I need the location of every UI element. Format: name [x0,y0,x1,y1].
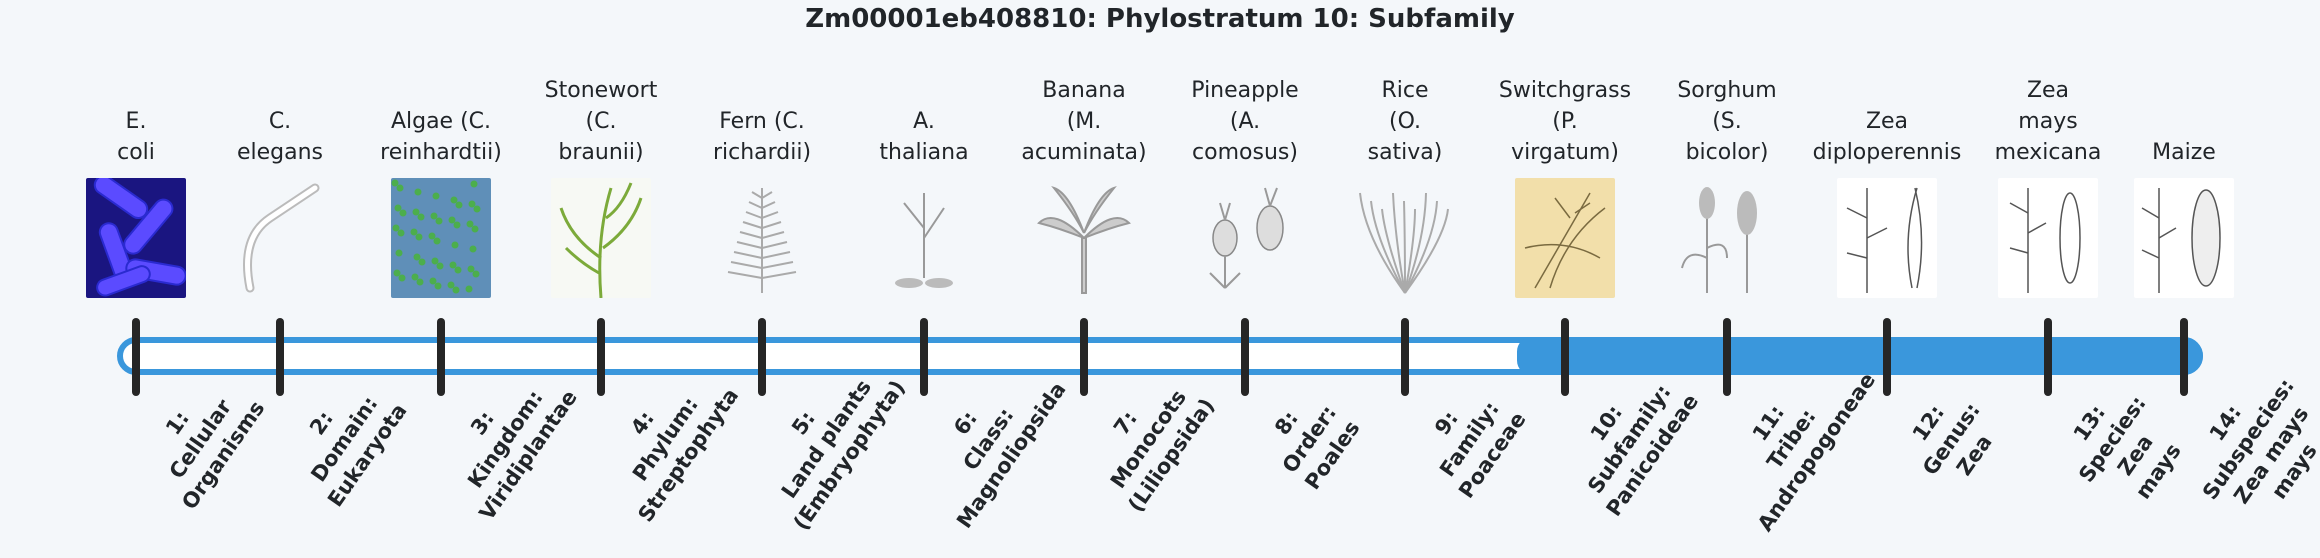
organism-label: Fern (C. richardii) [712,109,812,165]
bacteria-image [86,178,186,298]
stratum-tick [1080,318,1088,396]
stratum-tick [1241,318,1249,396]
zea-mexicana-image [1998,178,2098,298]
stratum-tick [920,318,928,396]
stratum-tick [1883,318,1891,396]
organism-label: A. thaliana [879,109,969,165]
stratum-tick [1723,318,1731,396]
organism-label: Sorghum (S. bicolor) [1677,78,1777,165]
worm-image [230,178,330,298]
organism-label: Stonewort (C. braunii) [544,78,658,165]
rice-image [1355,178,1455,298]
stratum-tick [597,318,605,396]
arabidopsis-image [874,178,974,298]
organism-label: Switchgrass (P. virgatum) [1498,78,1632,165]
sorghum-image [1677,178,1777,298]
pineapple-image [1195,178,1295,298]
stratum-tick [2044,318,2052,396]
organism-label: E. coli [117,109,155,165]
algae-image [391,178,491,298]
stonewort-image [551,178,651,298]
stratum-tick [437,318,445,396]
switchgrass-image [1515,178,1615,298]
zea-diploperennis-image [1837,178,1937,298]
fern-image [712,178,812,298]
organism-label: Pineapple (A. comosus) [1191,78,1299,165]
stratum-tick [276,318,284,396]
organism-label: Maize [2152,140,2216,165]
organism-label: Algae (C. reinhardtii) [380,109,502,165]
maize-image [2134,178,2234,298]
stratum-bar-fill [1517,337,2203,375]
organism-label: Rice (O. sativa) [1367,78,1443,165]
page-title: Zm00001eb408810: Phylostratum 10: Subfam… [805,4,1515,34]
stratum-tick [132,318,140,396]
organism-label: Zea mays mexicana [1994,78,2102,165]
stratum-tick [1561,318,1569,396]
organism-label: Zea diploperennis [1812,109,1962,165]
stratum-tick [758,318,766,396]
banana-image [1034,178,1134,298]
stratum-tick [1401,318,1409,396]
organism-label: C. elegans [236,109,324,165]
stratum-tick [2180,318,2188,396]
organism-label: Banana (M. acuminata) [1021,78,1147,165]
